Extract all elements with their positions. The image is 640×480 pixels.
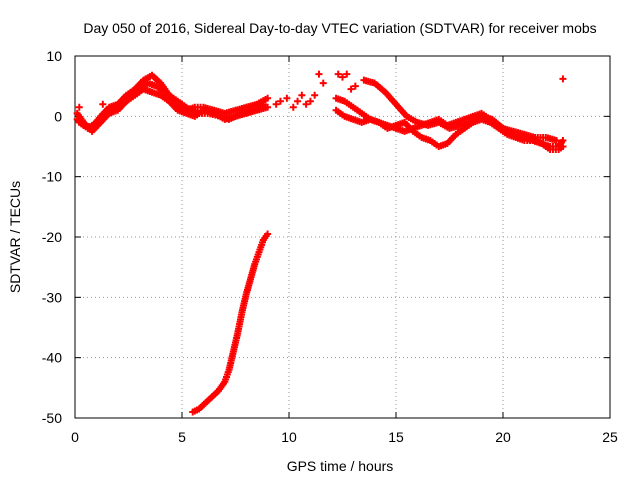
data-point-mid-scatter bbox=[294, 97, 302, 105]
data-point-band-d bbox=[559, 136, 567, 144]
data-point-mid-scatter bbox=[351, 82, 359, 90]
y-axis-label: SDTVAR / TECUs bbox=[7, 181, 23, 293]
y-tick-label: -30 bbox=[42, 289, 62, 305]
data-point-mid-scatter bbox=[315, 70, 323, 78]
y-tick-label: 10 bbox=[46, 48, 62, 64]
data-point-mid-scatter bbox=[272, 100, 280, 108]
data-point-mid-scatter bbox=[276, 97, 284, 105]
data-point-outliers bbox=[559, 75, 567, 83]
axis-ticks: 0 5 10 15 20 25 10 0 -10 -20 -30 -40 -50 bbox=[42, 48, 618, 445]
grid-lines bbox=[75, 56, 610, 418]
data-point-band-a bbox=[264, 94, 272, 102]
data-point-mid-scatter bbox=[298, 91, 306, 99]
data-point-mid-scatter bbox=[319, 79, 327, 87]
data-point-outliers bbox=[75, 103, 83, 111]
data-point-mid-scatter bbox=[339, 73, 346, 81]
data-point-mid-scatter bbox=[302, 100, 310, 108]
y-tick-label: -40 bbox=[42, 350, 62, 366]
data-point-band-e bbox=[559, 143, 567, 150]
data-point-outliers bbox=[99, 100, 107, 108]
chart-title: Day 050 of 2016, Sidereal Day-to-day VTE… bbox=[83, 20, 596, 36]
x-axis-label: GPS time / hours bbox=[287, 458, 394, 474]
data-point-mid-scatter bbox=[347, 85, 355, 93]
y-tick-label: -10 bbox=[42, 169, 62, 185]
data-point-band-b bbox=[264, 103, 272, 111]
data-point-steep-arc bbox=[264, 230, 272, 238]
x-tick-label: 10 bbox=[281, 429, 297, 445]
x-tick-label: 15 bbox=[388, 429, 404, 445]
data-point-mid-scatter bbox=[343, 70, 351, 78]
y-tick-label: -20 bbox=[42, 229, 62, 245]
data-point-mid-scatter bbox=[289, 103, 297, 111]
data-point-mid-scatter bbox=[311, 91, 319, 99]
data-point-mid-scatter bbox=[306, 97, 314, 105]
y-tick-label: -50 bbox=[42, 410, 62, 426]
x-tick-label: 0 bbox=[71, 429, 79, 445]
data-point-mid-scatter bbox=[334, 70, 342, 78]
x-tick-label: 5 bbox=[178, 429, 186, 445]
data-point-mid-scatter bbox=[283, 94, 291, 102]
x-tick-label: 20 bbox=[495, 429, 511, 445]
data-point-band-c bbox=[259, 100, 267, 108]
y-tick-label: 0 bbox=[54, 108, 62, 124]
data-point-band-f bbox=[553, 136, 560, 144]
data-points bbox=[73, 70, 567, 416]
x-tick-label: 25 bbox=[602, 429, 618, 445]
